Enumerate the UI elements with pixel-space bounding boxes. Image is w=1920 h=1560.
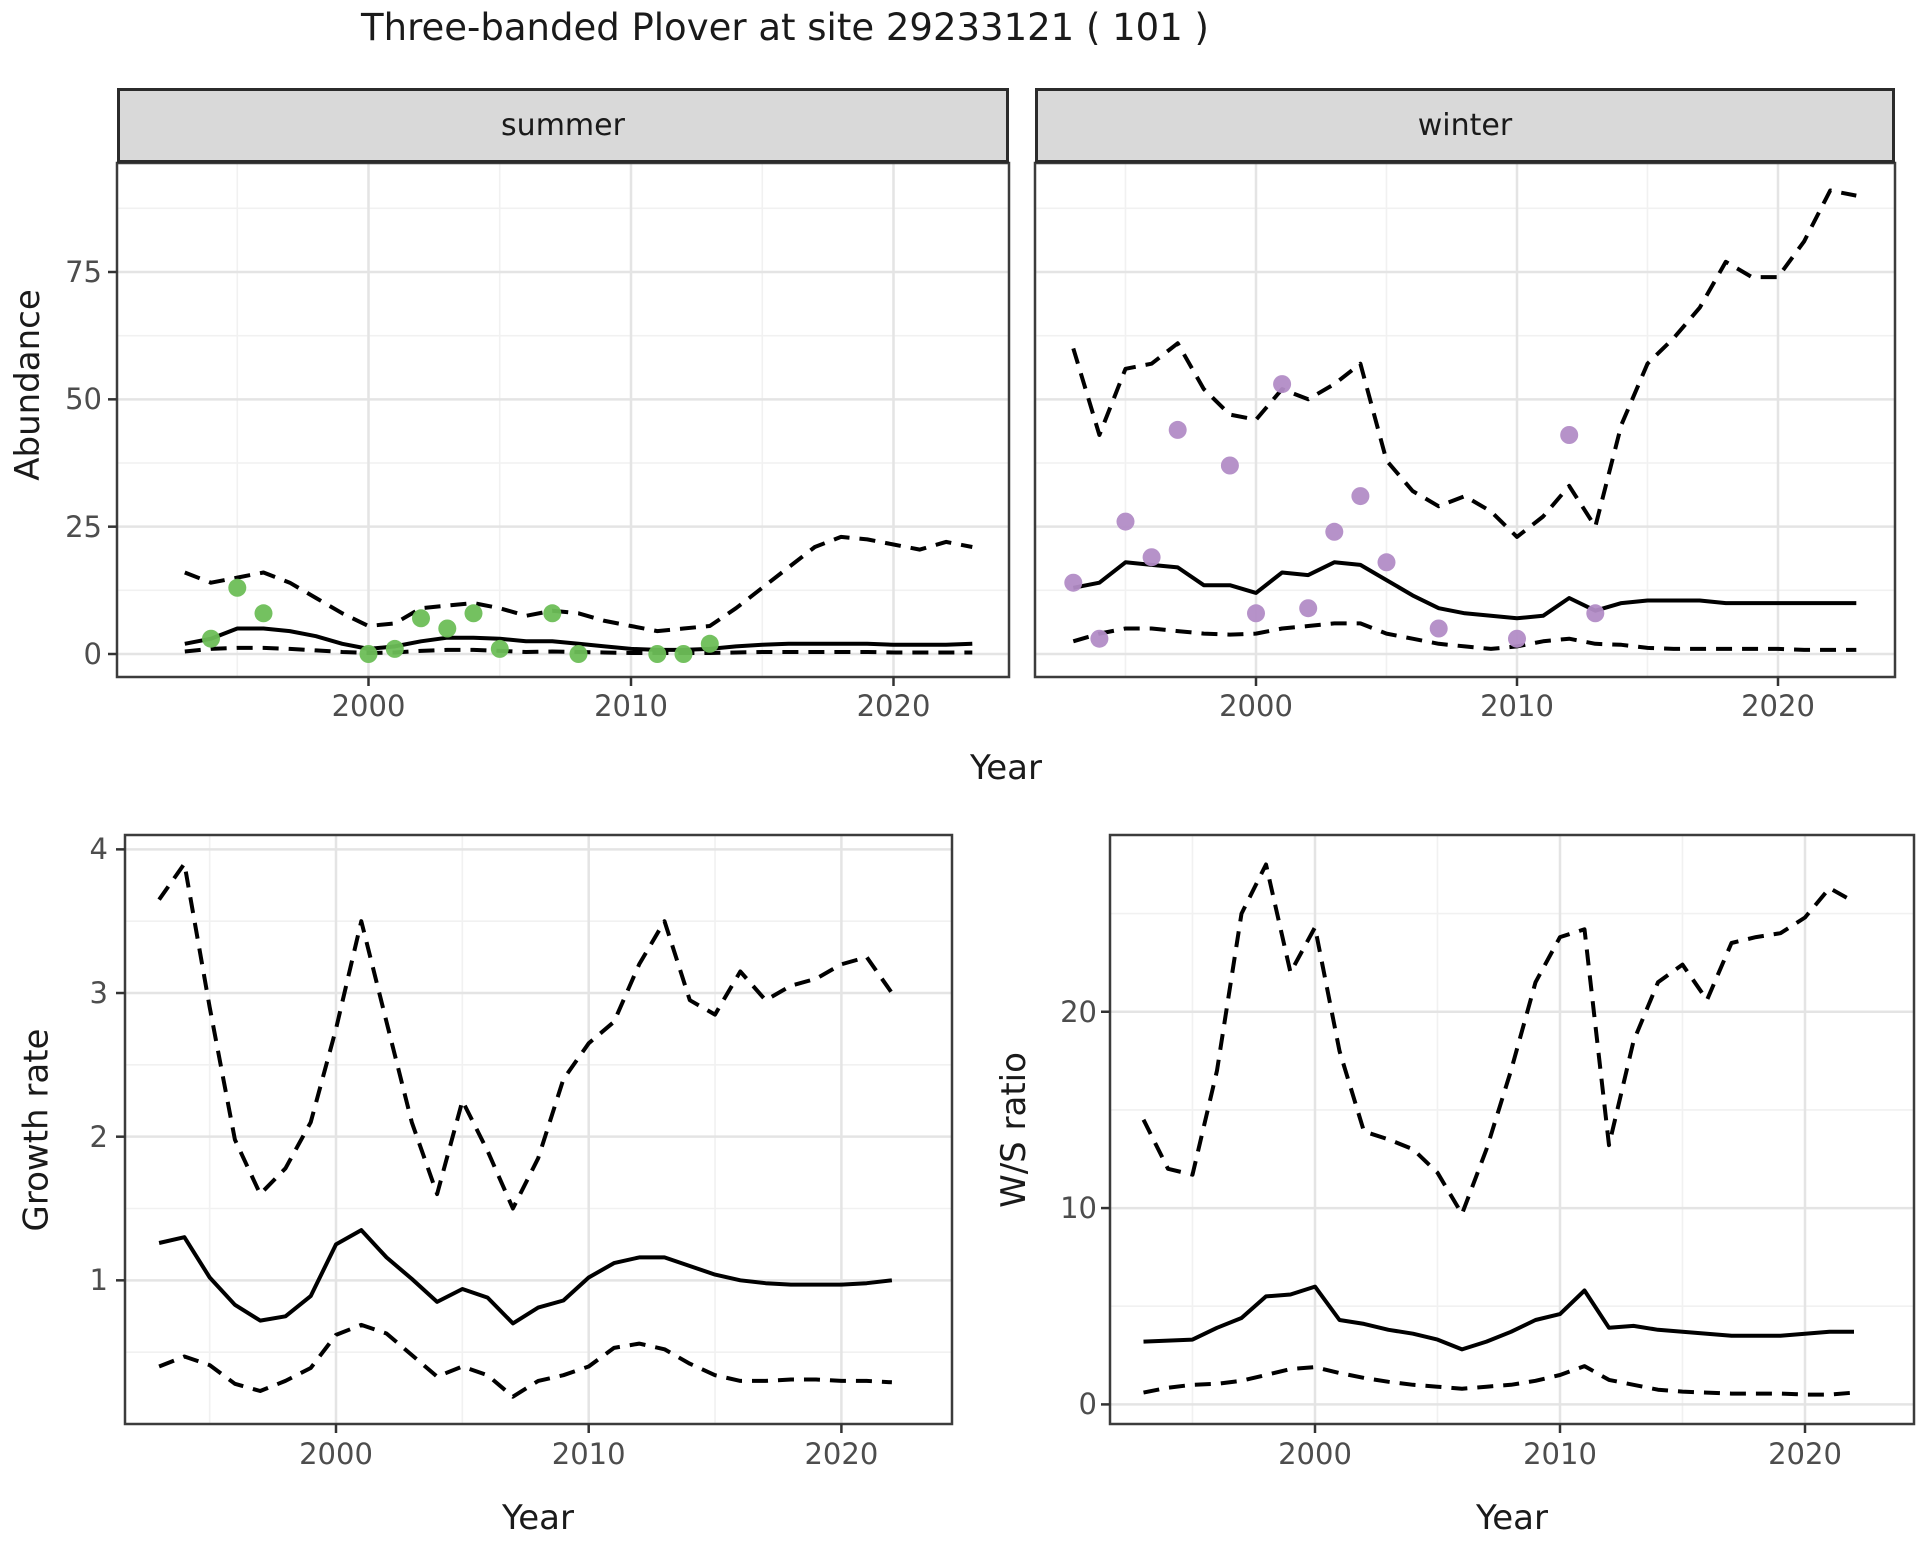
y-tick-label: 25 [65,509,102,544]
observation-point [1273,375,1292,394]
observation-point [1351,487,1370,506]
observation-point [254,604,273,623]
panel-border [1108,833,1916,1426]
x-tick-label: 2000 [299,1437,373,1471]
observation-point [1325,522,1344,541]
observation-point [1220,456,1239,475]
y-tick-label: 1 [89,1263,108,1298]
y-tick-label: 0 [1078,1387,1097,1422]
observation-point [648,645,667,663]
panel-winter [1033,161,1897,679]
observation-point [1168,420,1187,439]
observation-point [1429,619,1448,638]
ci-lower-line [158,1322,893,1399]
panel-border [123,833,954,1426]
observation-point [1377,553,1396,572]
x-axis-title-year-top: Year [970,748,1042,788]
y-tick-label: 4 [89,832,108,867]
ci-lower-line [1143,1364,1855,1397]
x-tick-label: 2010 [1480,689,1554,723]
ci-upper-line [1071,188,1857,539]
median-line [1143,1284,1854,1352]
x-tick-label: 2010 [1523,1437,1597,1471]
observation-point [1560,426,1579,444]
facet-strip-label: summer [501,108,625,143]
observation-point [1142,548,1161,567]
y-axis-title-ws-ratio: W/S ratio [994,1052,1035,1208]
x-tick-label: 2020 [1768,1437,1842,1471]
observation-point [464,604,483,623]
x-tick-label: 2020 [856,689,931,723]
y-tick-label: 75 [65,255,102,289]
ci-lower-line [1072,621,1857,652]
observation-point [1508,629,1526,648]
panel-w-s-ratio [1108,833,1916,1426]
panel-summer [115,161,1011,679]
x-tick-label: 2020 [1741,689,1815,723]
observation-point [1586,604,1605,623]
y-tick-label: 10 [1060,1191,1097,1226]
panel-growth-rate [123,833,954,1426]
y-tick-label: 0 [83,637,102,671]
facet-strip-winter: winter [1035,88,1895,163]
chart-title: Three-banded Plover at site 29233121 ( 1… [361,6,1209,49]
panel-border [115,161,1011,679]
observation-point [1116,512,1135,531]
observation-point [438,619,457,638]
x-tick-label: 2000 [1219,689,1293,723]
observation-point [412,609,430,628]
observation-point [1090,629,1109,648]
x-tick-label: 2010 [594,689,668,723]
x-tick-label: 2010 [551,1437,626,1471]
observation-point [359,645,378,663]
ci-upper-line [1141,862,1855,1216]
facet-strip-label: winter [1417,108,1513,143]
x-axis-title-year-bottom-left: Year [502,1498,574,1538]
x-tick-label: 2020 [804,1437,879,1471]
observation-point [228,578,247,597]
median-line [184,626,973,652]
y-tick-label: 3 [89,976,108,1011]
y-tick-label: 2 [89,1119,108,1154]
x-tick-label: 2000 [1278,1437,1352,1471]
observation-point [490,639,509,658]
observation-point [385,639,404,658]
observation-point [674,645,693,663]
ci-upper-line [184,534,973,634]
observation-point [202,629,220,648]
ci-upper-line [157,861,894,1211]
observation-point [1064,573,1083,592]
x-axis-title-year-bottom-right: Year [1476,1498,1548,1538]
median-line [158,1228,893,1326]
observation-point [1247,604,1265,623]
observation-point [543,604,562,623]
observation-point [1299,599,1318,618]
panel-border [1033,161,1897,679]
x-tick-label: 2000 [331,689,406,723]
observation-point [569,645,588,663]
median-line [1072,560,1857,621]
y-tick-label: 50 [65,382,102,417]
observation-point [700,634,719,653]
facet-strip-summer: summer [117,88,1009,163]
y-tick-label: 20 [1060,994,1097,1029]
